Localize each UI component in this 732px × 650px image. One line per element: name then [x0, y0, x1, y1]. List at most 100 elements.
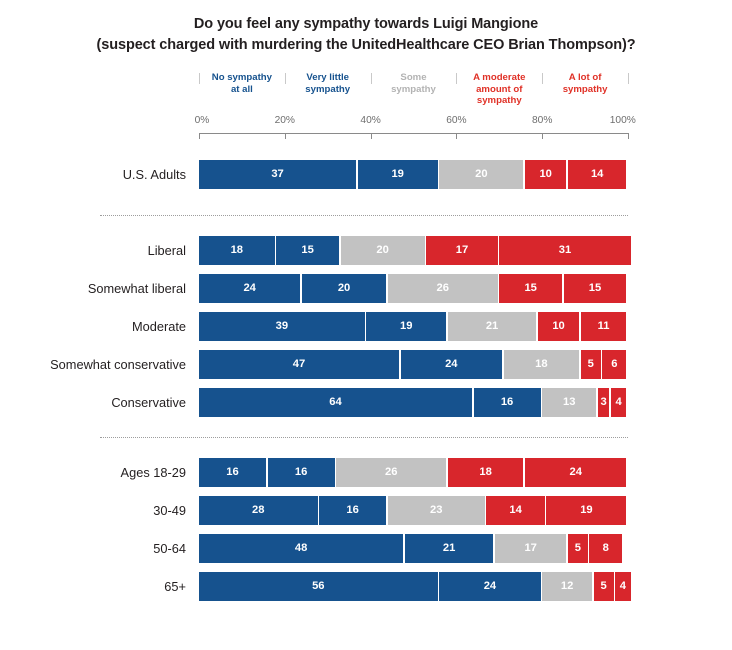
- stacked-bar: 64 16 13 3 4: [199, 388, 628, 417]
- bar-segment: 14: [567, 160, 627, 189]
- chart-row: Liberal 18 15 20 17 31: [0, 236, 732, 265]
- legend-item-5-line-2: sympathy: [562, 83, 608, 95]
- bar-segment: 24: [199, 274, 301, 303]
- bar-segment: 16: [473, 388, 541, 417]
- x-axis-label-20: 20%: [274, 115, 295, 126]
- bar-segment: 48: [199, 534, 404, 563]
- row-label: 50-64: [153, 541, 186, 556]
- group-separator-1: [100, 215, 628, 216]
- stacked-bar: 28 16 23 14 19: [199, 496, 628, 525]
- bar-segment: 24: [439, 572, 541, 601]
- chart-row: Somewhat conservative 47 24 18 5 6: [0, 350, 732, 379]
- x-axis-label-0: 0%: [194, 115, 210, 126]
- legend-item-1: No sympathy at all: [199, 72, 285, 95]
- bar-segment: 37: [199, 160, 357, 189]
- stacked-bar: 48 21 17 5 8: [199, 534, 628, 563]
- legend-item-1-line-2: at all: [230, 83, 253, 95]
- bar-segment: 64: [199, 388, 472, 417]
- stacked-bar: 24 20 26 15 15: [199, 274, 628, 303]
- chart-row: Somewhat liberal 24 20 26 15 15: [0, 274, 732, 303]
- row-label: Ages 18-29: [120, 465, 186, 480]
- legend-item-3-line-1: Some: [400, 72, 427, 83]
- bar-segment: 24: [525, 458, 627, 487]
- row-label: 65+: [164, 579, 186, 594]
- row-label: Somewhat conservative: [50, 357, 186, 372]
- bar-segment: 15: [499, 274, 563, 303]
- group-separator-2: [100, 437, 628, 438]
- stacked-bar: 16 16 26 18 24: [199, 458, 628, 487]
- bar-segment: 16: [267, 458, 335, 487]
- legend-item-4: A moderate amount of sympathy: [456, 72, 542, 107]
- legend-item-4-line-2: amount of: [476, 83, 523, 95]
- bar-segment: 19: [357, 160, 438, 189]
- bar-segment: 4: [615, 572, 631, 601]
- bar-segment: 16: [199, 458, 267, 487]
- legend-item-2-line-1: Very little: [306, 72, 350, 83]
- bar-segment: 10: [525, 160, 567, 189]
- row-label: Somewhat liberal: [87, 281, 186, 296]
- bar-segment: 21: [447, 312, 537, 341]
- row-label: Moderate: [131, 319, 186, 334]
- legend-divider-3: [371, 73, 372, 84]
- chart-title: Do you feel any sympathy towards Luigi M…: [0, 14, 732, 56]
- chart-row: 50-64 48 21 17 5 8: [0, 534, 732, 563]
- bar-segment: 17: [495, 534, 567, 563]
- bar-segment: 3: [597, 388, 610, 417]
- bar-segment: 15: [563, 274, 627, 303]
- bar-segment: 26: [387, 274, 498, 303]
- chart-title-line-1: Do you feel any sympathy towards Luigi M…: [193, 16, 539, 32]
- legend-item-3-line-2: sympathy: [391, 83, 436, 95]
- bar-segment: 19: [546, 496, 627, 525]
- bar-segment: 11: [580, 312, 627, 341]
- bar-segment: 20: [340, 236, 425, 265]
- bar-segment: 18: [199, 236, 275, 265]
- bar-segment: 39: [199, 312, 365, 341]
- x-axis-tick-40: [370, 133, 372, 139]
- chart-legend: No sympathy at all Very little sympathy Some…: [199, 72, 629, 117]
- legend-item-3: Some sympathy: [371, 72, 457, 95]
- chart-title-line-2: (suspect charged with murdering the Unit…: [96, 37, 636, 53]
- x-axis-label-100: 100%: [609, 115, 636, 126]
- stacked-bar: 18 15 20 17 31: [199, 236, 631, 265]
- bar-segment: 6: [602, 350, 627, 379]
- bar-segment: 28: [199, 496, 318, 525]
- chart-row: U.S. Adults 37 19 20 10 14: [0, 160, 732, 189]
- x-axis-label-80: 80%: [531, 115, 553, 126]
- bar-segment: 5: [593, 572, 614, 601]
- legend-item-4-line-3: sympathy: [476, 95, 522, 106]
- bar-segment: 8: [589, 534, 623, 563]
- bar-segment: 31: [499, 236, 631, 265]
- legend-item-2: Very little sympathy: [285, 72, 371, 95]
- chart-row: 30-49 28 16 23 14 19: [0, 496, 732, 525]
- stacked-bar: 47 24 18 5 6: [199, 350, 628, 379]
- legend-item-5: A lot of sympathy: [542, 72, 628, 95]
- bar-segment: 20: [301, 274, 387, 303]
- x-axis-tick-80: [542, 133, 544, 139]
- x-axis-label-40: 40%: [360, 115, 381, 126]
- bar-segment: 20: [439, 160, 524, 189]
- legend-divider-6: [628, 73, 629, 84]
- bar-segment: 18: [447, 458, 524, 487]
- bar-segment: 21: [404, 534, 494, 563]
- bar-segment: 19: [366, 312, 447, 341]
- bar-segment: 4: [610, 388, 627, 417]
- chart-row: 65+ 56 24 12 5 4: [0, 572, 732, 601]
- legend-item-5-line-1: A lot of: [568, 72, 602, 83]
- chart-row: Moderate 39 19 21 10 11: [0, 312, 732, 341]
- legend-divider-2: [285, 73, 286, 84]
- bar-segment: 5: [567, 534, 588, 563]
- chart-row: Ages 18-29 16 16 26 18 24: [0, 458, 732, 487]
- stacked-bar: 37 19 20 10 14: [199, 160, 628, 189]
- x-axis-labels: 0% 20% 40% 60% 80% 100%: [195, 115, 636, 129]
- bar-segment: 16: [319, 496, 387, 525]
- bar-segment: 15: [276, 236, 339, 265]
- bar-segment: 18: [503, 350, 580, 379]
- stacked-bar: 39 19 21 10 11: [199, 312, 628, 341]
- chart-row: Conservative 64 16 13 3 4: [0, 388, 732, 417]
- row-label: Liberal: [147, 243, 186, 258]
- bar-segment: 26: [336, 458, 447, 487]
- x-axis-tick-60: [456, 133, 458, 139]
- bar-segment: 5: [580, 350, 601, 379]
